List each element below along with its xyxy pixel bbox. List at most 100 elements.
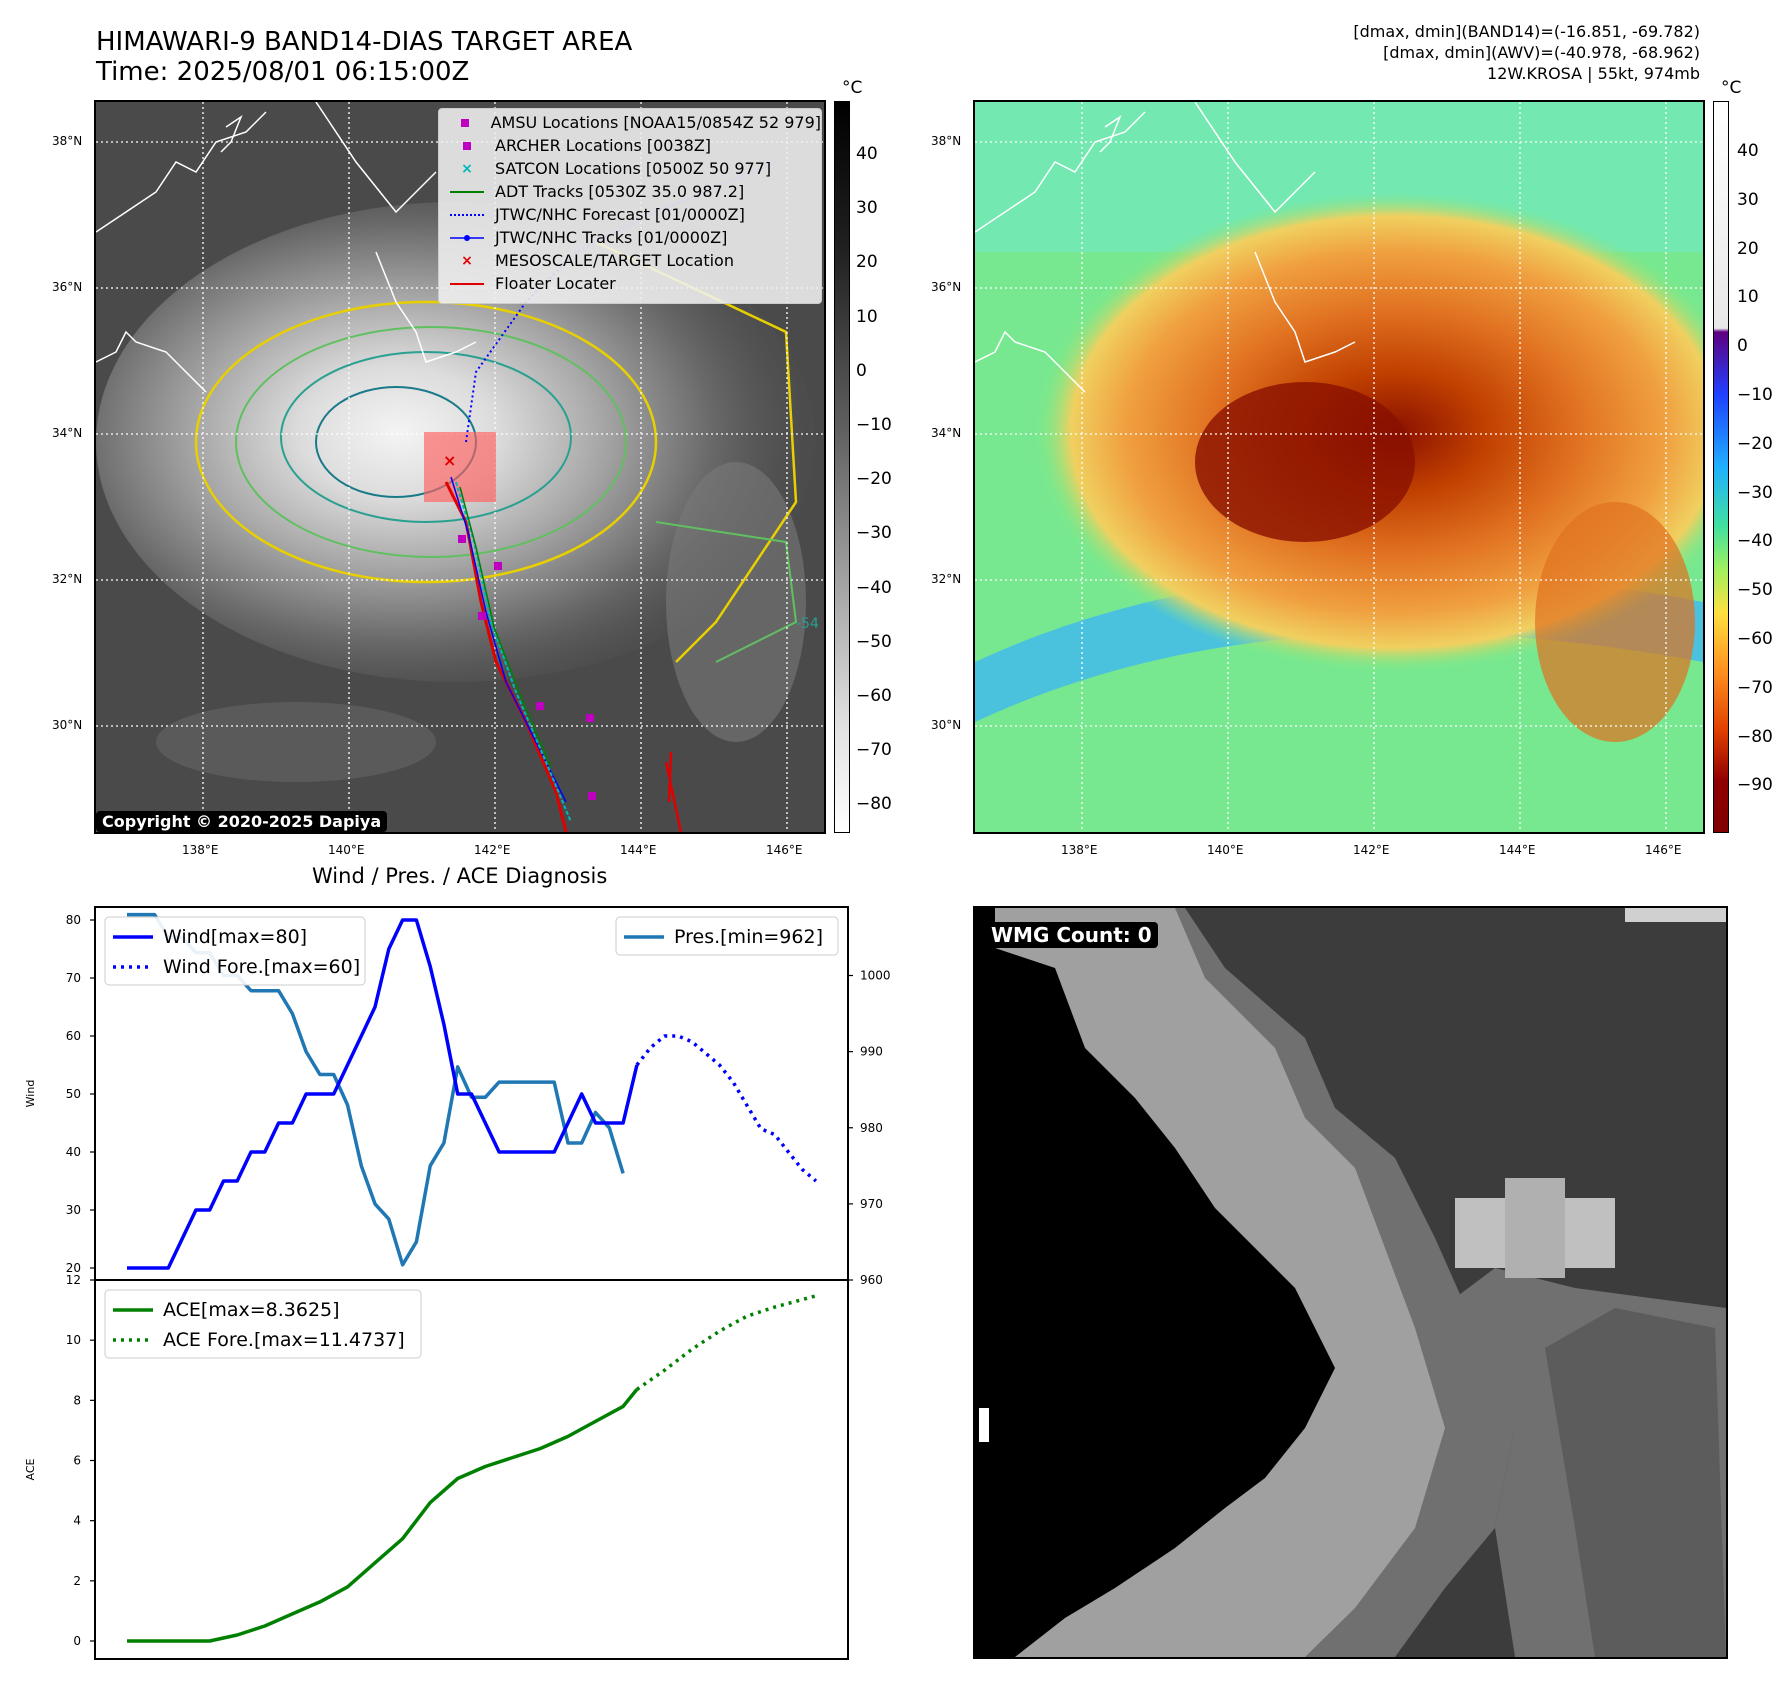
- ir-lat-30: 30°N: [52, 718, 83, 732]
- wv-colorbar-tick: −20: [1737, 433, 1773, 454]
- wv-lat-36: 36°N: [931, 280, 962, 294]
- title-line-2: Time: 2025/08/01 06:15:00Z: [96, 57, 470, 87]
- ace-tick-label: 8: [73, 1393, 81, 1407]
- wmg-image: [975, 908, 1726, 1657]
- ir-colorbar-tick: −60: [856, 686, 892, 706]
- ace-legend-label: ACE Fore.[max=11.4737]: [163, 1329, 405, 1351]
- wv-lon-144: 144°E: [1499, 843, 1536, 857]
- wv-colorbar-tick: −70: [1737, 677, 1773, 698]
- info-band14: [dmax, dmin](BAND14)=(-16.851, -69.782): [1353, 22, 1700, 41]
- wind-legend-label: Wind[max=80]: [163, 926, 307, 948]
- ir-lon-142: 142°E: [474, 843, 511, 857]
- pressure-tick-label: 960: [860, 1273, 883, 1287]
- wind-legend: [104, 916, 366, 986]
- legend-floater: Floater Locater: [439, 272, 821, 295]
- wind-tick-label: 80: [66, 913, 81, 927]
- wv-colorbar-tick: 20: [1737, 238, 1759, 259]
- ir-colorbar-tick: −50: [856, 631, 892, 652]
- wv-lon-142: 142°E: [1353, 843, 1390, 857]
- contour-label: -54: [796, 616, 819, 632]
- wv-colorbar-tick: −90: [1737, 775, 1773, 796]
- info-awv: [dmax, dmin](AWV)=(-40.978, -68.962): [1383, 43, 1700, 62]
- ace-line: [127, 1388, 639, 1643]
- pressure-legend: [615, 916, 839, 956]
- wv-colorbar-tick: 30: [1737, 189, 1759, 210]
- wv-colorbar-tick: −80: [1737, 726, 1773, 747]
- wv-map-panel: [973, 100, 1705, 834]
- legend-adt: ADT Tracks [0530Z 35.0 987.2]: [439, 180, 821, 203]
- ir-lon-138: 138°E: [182, 843, 219, 857]
- legend-mesoscale: × MESOSCALE/TARGET Location: [461, 251, 734, 270]
- wv-lon-140: 140°E: [1207, 843, 1244, 857]
- wv-colorbar-tick: 40: [1737, 141, 1759, 161]
- ir-lon-140: 140°E: [328, 843, 365, 857]
- ir-colorbar-tick: 20: [856, 252, 878, 273]
- wind-tick-label: 60: [66, 1029, 81, 1043]
- ace-tick-label: 4: [73, 1514, 81, 1528]
- wv-colorbar-tick: 0: [1737, 336, 1748, 357]
- wv-lat-38: 38°N: [931, 134, 962, 148]
- title-line-1: HIMAWARI-9 BAND14-DIAS TARGET AREA: [96, 27, 633, 57]
- wv-colorbar: [1713, 101, 1729, 833]
- ir-lon-146: 146°E: [766, 843, 803, 857]
- ir-colorbar-tick: −30: [856, 523, 892, 544]
- ir-colorbar-tick: 40: [856, 144, 878, 164]
- ir-map-panel: × -54 Copyright © 2020-2025 Dapiya AMSU …: [94, 100, 826, 834]
- pressure-tick-label: 980: [860, 1121, 883, 1135]
- wv-colorbar-tick: −60: [1737, 629, 1773, 649]
- ir-lat-38: 38°N: [52, 134, 83, 148]
- wv-colorbar-tick: −40: [1737, 531, 1773, 552]
- ace-legend-label: ACE[max=8.3625]: [163, 1299, 340, 1321]
- ace-tick-label: 6: [73, 1454, 81, 1468]
- wv-lon-138: 138°E: [1061, 843, 1098, 857]
- wind-tick-label: 20: [66, 1261, 81, 1275]
- copyright-badge: Copyright © 2020-2025 Dapiya: [96, 811, 388, 832]
- ace-tick-label: 0: [73, 1634, 81, 1648]
- wind-tick-label: 40: [66, 1145, 81, 1159]
- ace-axis-label: ACE: [24, 1458, 37, 1480]
- wv-map-image: [975, 102, 1703, 832]
- ace-axes: [94, 1279, 849, 1660]
- info-storm: 12W.KROSA | 55kt, 974mb: [1487, 64, 1700, 83]
- legend-amsu: AMSU Locations [NOAA15/0854Z 52 979]: [439, 111, 821, 134]
- wind-tick-label: 70: [66, 971, 81, 985]
- wind-tick-label: 30: [66, 1203, 81, 1217]
- pressure-tick-label: 990: [860, 1045, 883, 1059]
- wind-legend-label: Wind Fore.[max=60]: [163, 956, 360, 978]
- pressure-tick-label: 970: [860, 1197, 883, 1211]
- wv-colorbar-tick: −50: [1737, 580, 1773, 601]
- svg-text:×: ×: [443, 451, 456, 470]
- ir-colorbar-tick: −20: [856, 469, 892, 490]
- ir-lat-32: 32°N: [52, 572, 83, 586]
- ace-forecast-line: [635, 1294, 817, 1391]
- wv-colorbar-unit: °C: [1721, 78, 1742, 98]
- ir-colorbar-tick: −70: [856, 740, 892, 761]
- ir-colorbar-tick: 10: [856, 306, 878, 327]
- wv-colorbar-tick: 10: [1737, 287, 1759, 308]
- legend-jtwc-tracks: JTWC/NHC Tracks [01/0000Z]: [439, 226, 821, 249]
- ir-colorbar-tick: 30: [856, 198, 878, 219]
- ace-tick-label: 2: [73, 1574, 81, 1588]
- ir-colorbar-tick: 0: [856, 360, 867, 381]
- wind-axis-label: Wind: [24, 1080, 37, 1108]
- wv-lon-146: 146°E: [1645, 843, 1682, 857]
- ir-colorbar-unit: °C: [842, 78, 863, 98]
- ir-lat-34: 34°N: [52, 426, 83, 440]
- wmg-panel: WMG Count: 0: [973, 906, 1728, 1659]
- legend-archer: ARCHER Locations [0038Z]: [439, 134, 821, 157]
- ace-tick-label: 10: [66, 1333, 81, 1347]
- ir-colorbar-tick: −10: [856, 415, 892, 435]
- ir-colorbar: [834, 101, 850, 833]
- wv-lat-34: 34°N: [931, 426, 962, 440]
- legend-jtwc-forecast: JTWC/NHC Forecast [01/0000Z]: [439, 203, 821, 226]
- pressure-legend-label: Pres.[min=962]: [674, 926, 823, 948]
- wv-lat-30: 30°N: [931, 718, 962, 732]
- diag-charts: 807060504030201000990980970960121086420W…: [24, 906, 891, 1660]
- pressure-tick-label: 1000: [860, 969, 891, 983]
- ir-colorbar-tick: −40: [856, 577, 892, 598]
- wmg-count-badge: WMG Count: 0: [985, 922, 1158, 948]
- ir-lat-36: 36°N: [52, 280, 83, 294]
- wv-colorbar-tick: −10: [1737, 385, 1773, 405]
- ace-legend: [104, 1289, 422, 1359]
- diag-title: Wind / Pres. / ACE Diagnosis: [312, 864, 608, 888]
